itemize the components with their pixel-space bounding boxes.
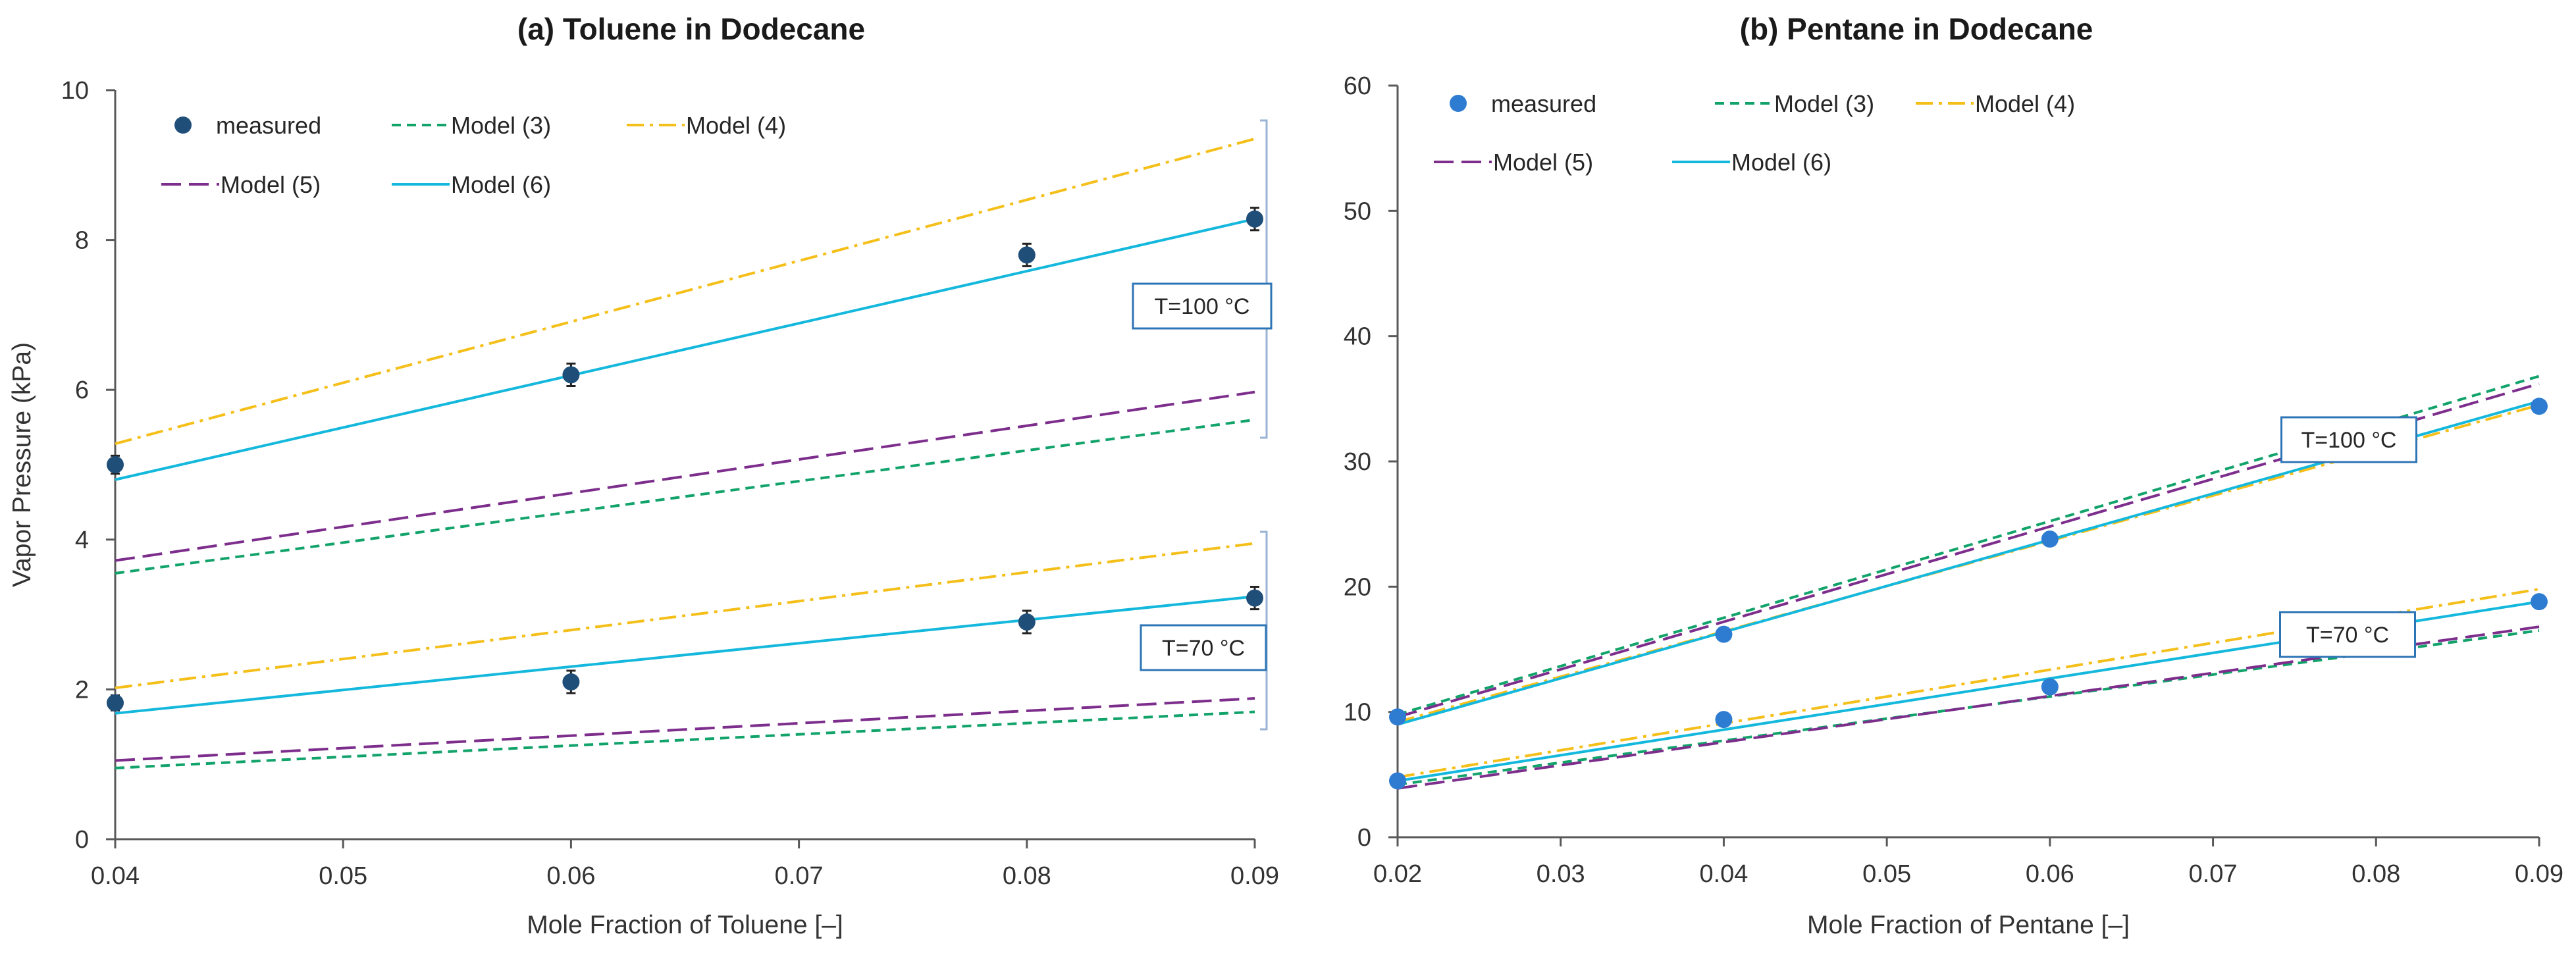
data-point-measured-t-100-c (2531, 398, 2548, 415)
x-tick-label: 0.08 (2352, 860, 2400, 888)
legend-label: Model (4) (686, 112, 786, 139)
x-tick-label: 0.05 (1862, 860, 1911, 888)
legend-label: Model (5) (221, 171, 321, 198)
x-tick-label: 0.04 (1699, 860, 1748, 888)
y-tick-label: 50 (1344, 197, 1371, 225)
data-point-measured-t-70-c (1246, 589, 1263, 607)
x-tick-label: 0.07 (2189, 860, 2238, 888)
data-point-measured-t-70-c (1389, 772, 1406, 790)
temperature-label: T=70 °C (2306, 623, 2389, 648)
y-tick-label: 30 (1344, 448, 1371, 476)
y-tick-label: 8 (75, 227, 89, 255)
y-axis-label: Vapor Pressure (kPa) (8, 342, 36, 587)
legend-label: Model (3) (451, 112, 551, 139)
temperature-label: T=100 °C (2301, 428, 2397, 453)
x-axis-label: Mole Fraction of Pentane [–] (1807, 911, 2130, 939)
x-tick-label: 0.09 (1230, 862, 1279, 890)
data-point-measured-t-70-c (2041, 678, 2059, 696)
data-point-measured-t-70-c (2531, 593, 2548, 611)
y-tick-label: 10 (1344, 699, 1371, 727)
series-line-model-4-t-100-c (115, 138, 1255, 446)
x-tick-label: 0.02 (1373, 860, 1422, 888)
temperature-label-box (1132, 282, 1273, 330)
legend-label: measured (1491, 90, 1596, 117)
chart-title: (a) Toluene in Dodecane (517, 12, 865, 46)
y-tick-label: 20 (1344, 573, 1371, 601)
data-point-measured-t-70-c (1715, 711, 1733, 729)
temperature-label-box (2280, 416, 2417, 463)
series-line-model-5-t-70-c (115, 697, 1255, 762)
data-point-measured-t-70-c (562, 673, 580, 691)
temperature-label-box (1140, 624, 1267, 671)
temperature-bracket (1260, 119, 1268, 439)
x-tick-label: 0.06 (2026, 860, 2074, 888)
x-axis-label: Mole Fraction of Toluene [–] (527, 911, 843, 939)
data-point-measured-t-100-c (1715, 625, 1733, 643)
y-tick-label: 10 (61, 77, 89, 105)
legend-marker-measured (174, 117, 192, 134)
data-point-measured-t-100-c (562, 366, 580, 384)
data-point-measured-t-70-c (107, 694, 124, 712)
series-line-model-3-t-100-c (115, 418, 1255, 575)
legend-label: Model (5) (1493, 149, 1593, 176)
y-tick-label: 60 (1344, 72, 1371, 100)
data-point-measured-t-100-c (1018, 246, 1036, 264)
y-tick-label: 4 (75, 527, 89, 554)
y-tick-label: 2 (75, 676, 89, 704)
series-line-model-5-t-100-c (115, 390, 1255, 562)
legend-label: measured (216, 112, 321, 139)
series-line-model-6-t-70-c (115, 595, 1255, 715)
data-point-measured-t-100-c (2041, 531, 2059, 548)
legend-label: Model (3) (1774, 90, 1874, 117)
data-point-measured-t-100-c (107, 456, 124, 473)
temperature-label: T=100 °C (1155, 294, 1250, 319)
legend-marker-measured (1450, 95, 1467, 112)
x-tick-label: 0.05 (319, 862, 367, 890)
chart-title: (b) Pentane in Dodecane (1740, 12, 2093, 46)
x-tick-label: 0.03 (1537, 860, 1585, 888)
data-point-measured-t-100-c (1389, 708, 1406, 726)
temperature-label: T=70 °C (1162, 636, 1245, 661)
x-tick-label: 0.06 (546, 862, 595, 890)
data-point-measured-t-100-c (1246, 210, 1263, 228)
x-tick-label: 0.08 (1003, 862, 1051, 890)
legend-label: Model (6) (451, 171, 551, 198)
series-line-model-3-t-70-c (115, 710, 1255, 769)
temperature-label-box (2279, 611, 2416, 658)
y-tick-label: 0 (75, 826, 89, 854)
chart-panel-a: (a) Toluene in Dodecane 0 2 4 6 8 10 0.04 0.05 0.… (8, 12, 1279, 939)
series-line-model-6-t-100-c (115, 217, 1255, 481)
data-point-measured-t-70-c (1018, 613, 1036, 631)
y-tick-label: 6 (75, 376, 89, 404)
series-line-model-4-t-70-c (115, 542, 1255, 690)
y-tick-label: 0 (1357, 824, 1371, 852)
legend-label: Model (4) (1975, 90, 2075, 117)
x-tick-label: 0.07 (775, 862, 824, 890)
x-tick-label: 0.04 (91, 862, 140, 890)
legend-label: Model (6) (1731, 149, 1831, 176)
x-tick-label: 0.09 (2515, 860, 2563, 888)
y-tick-label: 40 (1344, 323, 1371, 351)
chart-panel-b: (b) Pentane in Dodecane 0 10 20 30 40 50 60 0.02… (1344, 12, 2563, 939)
series-line-model-5-t-100-c (1397, 382, 2540, 719)
